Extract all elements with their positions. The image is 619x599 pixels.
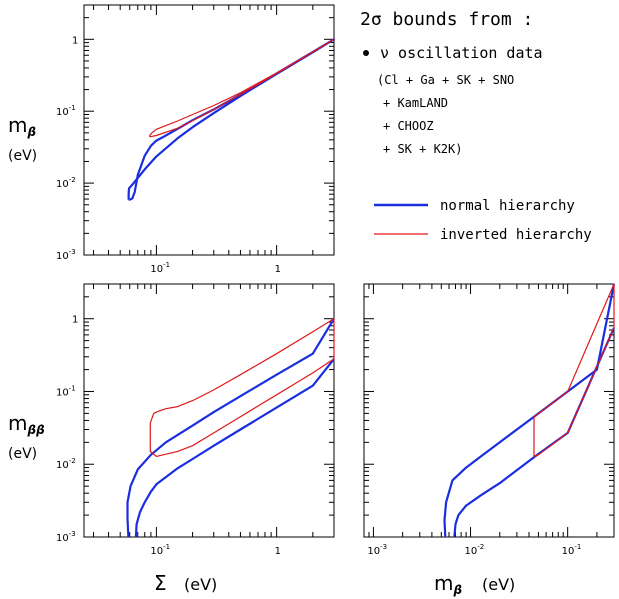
legend-line-1: (Cl + Ga + SK + SNO bbox=[377, 73, 514, 87]
y-axis-label: mβ bbox=[8, 113, 36, 139]
y-tick-label: 10-2 bbox=[56, 176, 76, 190]
series-normal-line bbox=[127, 38, 336, 201]
series-normal-line bbox=[126, 318, 335, 538]
legend-normal-label: normal hierarchy bbox=[440, 198, 575, 214]
x-tick-label: 10-2 bbox=[465, 543, 485, 557]
legend-line-4: + SK + K2K) bbox=[383, 142, 462, 156]
x-tick-label: 1 bbox=[275, 264, 281, 275]
y-tick-label: 10-1 bbox=[56, 384, 76, 398]
panel-top-left: 10-1 1 10-3 10-2 10-1 1 mβ (eV) bbox=[8, 4, 336, 275]
legend: 2σ bounds from : ν oscillation data (Cl … bbox=[360, 9, 592, 243]
x-tick-label: 10-3 bbox=[367, 543, 387, 557]
y-tick-label: 1 bbox=[72, 35, 78, 46]
y-axis-subscript: ββ bbox=[26, 423, 44, 437]
x-tick-exponent: -1 bbox=[163, 543, 170, 551]
x-tick-exponent: -1 bbox=[163, 261, 170, 269]
y-tick-exponent: -1 bbox=[69, 384, 76, 392]
x-axis-subscript: β bbox=[452, 583, 462, 597]
plot-frame bbox=[363, 283, 615, 538]
y-tick-label: 10-3 bbox=[56, 530, 76, 544]
y-tick-label: 10-1 bbox=[56, 104, 76, 118]
legend-bullet-text: ν oscillation data bbox=[380, 44, 543, 62]
y-axis-unit: (eV) bbox=[8, 446, 37, 462]
legend-line-2: + KamLAND bbox=[383, 96, 448, 110]
y-tick-exponent: -3 bbox=[69, 248, 76, 256]
x-tick-label: 1 bbox=[275, 546, 281, 557]
y-tick-exponent: -2 bbox=[69, 176, 76, 184]
y-tick-label: 1 bbox=[72, 315, 78, 326]
x-axis-label: Σ bbox=[154, 571, 167, 595]
plot-frame bbox=[83, 4, 335, 256]
y-axis-label: mββ bbox=[8, 411, 45, 437]
legend-heading: 2σ bounds from : bbox=[360, 9, 533, 30]
x-tick-label: 10-1 bbox=[150, 543, 170, 557]
x-axis-unit: (eV) bbox=[482, 575, 515, 594]
x-axis-label: mβ bbox=[434, 571, 462, 597]
legend-line-3: + CHOOZ bbox=[383, 119, 434, 133]
series-normal-line bbox=[134, 358, 335, 538]
x-tick-exponent: -1 bbox=[574, 543, 581, 551]
series-inverted-line bbox=[149, 318, 335, 457]
y-tick-label: 10-3 bbox=[56, 248, 76, 262]
x-tick-label: 10-1 bbox=[562, 543, 582, 557]
series-inverted-line bbox=[533, 283, 615, 457]
y-axis-unit: (eV) bbox=[8, 148, 37, 164]
y-tick-exponent: -2 bbox=[69, 457, 76, 465]
bullet-icon bbox=[363, 50, 369, 56]
series-inverted-line bbox=[149, 38, 335, 138]
x-axis-unit: (eV) bbox=[184, 575, 217, 594]
y-tick-exponent: -1 bbox=[69, 104, 76, 112]
x-tick-exponent: -2 bbox=[477, 543, 484, 551]
x-tick-label: 10-1 bbox=[150, 261, 170, 275]
x-tick-exponent: -3 bbox=[380, 543, 387, 551]
series-normal-line bbox=[443, 283, 616, 538]
y-axis-subscript: β bbox=[26, 125, 36, 139]
y-tick-exponent: -3 bbox=[69, 530, 76, 538]
legend-inverted-label: inverted hierarchy bbox=[440, 227, 592, 243]
plot-frame bbox=[83, 283, 335, 538]
y-tick-label: 10-2 bbox=[56, 457, 76, 471]
panel-bottom-left: 10-1 1 10-3 10-2 10-1 1 mββ (eV) Σ (eV) bbox=[8, 283, 335, 595]
panel-bottom-right: 10-3 10-2 10-1 mβ (eV) bbox=[363, 283, 616, 597]
